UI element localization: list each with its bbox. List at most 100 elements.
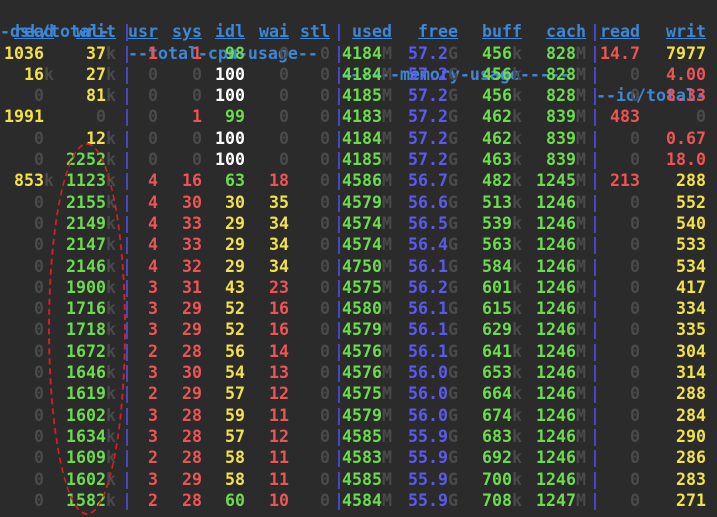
- value: 0: [630, 86, 640, 106]
- cell-used: 4184M: [342, 64, 392, 85]
- cell-usr: 4: [148, 213, 158, 234]
- value: 55.9: [408, 448, 448, 468]
- cell-used: 4583M: [342, 447, 392, 468]
- cell-writ: 1602k: [66, 469, 116, 490]
- unit-suffix: G: [448, 277, 458, 297]
- table-row: 0 2146k 4 32 29 34 0 4750M 56.1G 584k 1246M 0 534 | | |: [0, 256, 717, 277]
- value: 283: [676, 469, 706, 489]
- value: 2149: [66, 213, 106, 233]
- cell-sys: 29: [182, 383, 202, 404]
- value: 56.2: [408, 277, 448, 297]
- value: 1: [192, 43, 202, 63]
- unit-suffix: k: [512, 469, 522, 489]
- cell-io-read: 0: [630, 341, 640, 362]
- cell-writ: 1123k: [66, 170, 116, 191]
- cell-stl: 0: [320, 256, 330, 277]
- value: 0: [630, 256, 640, 276]
- cell-wai: 18: [269, 170, 289, 191]
- unit-suffix: k: [512, 256, 522, 276]
- cell-buff: 653k: [482, 362, 522, 383]
- value: 0: [34, 426, 44, 446]
- unit-suffix: M: [382, 405, 392, 425]
- unit-suffix: M: [382, 213, 392, 233]
- cell-stl: 0: [320, 469, 330, 490]
- unit-suffix: k: [106, 43, 116, 63]
- value: 1246: [536, 363, 576, 383]
- cell-free: 56.1G: [408, 319, 458, 340]
- value: 853: [14, 171, 44, 191]
- table-row: 0 1602k 3 29 58 11 0 4585M 55.9G 700k 1246M 0 283 | | |: [0, 469, 717, 490]
- unit-suffix: M: [576, 150, 586, 170]
- cell-read: 853k: [14, 170, 54, 191]
- value: 0: [34, 213, 44, 233]
- column-separator: |: [122, 213, 132, 233]
- cell-idl: 100: [215, 64, 245, 85]
- cell-read: 1036: [4, 43, 54, 64]
- value: 10: [269, 490, 289, 510]
- cell-read: 0: [34, 277, 54, 298]
- cell-io-writ: 552: [676, 192, 706, 213]
- table-row: 1991 0 0 1 99 0 0 4183M 57.2G 462k 839M 483 0 | | |: [0, 106, 717, 127]
- cell-usr: 0: [148, 128, 158, 149]
- unit-suffix: k: [44, 171, 54, 191]
- value: 0: [192, 150, 202, 170]
- cell-wai: 0: [279, 149, 289, 170]
- unit-suffix: G: [448, 320, 458, 340]
- value: 615: [482, 299, 512, 319]
- column-separator: |: [334, 320, 344, 340]
- cell-usr: 3: [148, 362, 158, 383]
- value: 1: [192, 107, 202, 127]
- value: 58: [225, 448, 245, 468]
- value: 0: [34, 448, 44, 468]
- value: 28: [182, 405, 202, 425]
- unit-suffix: M: [576, 299, 586, 319]
- cell-sys: 29: [182, 469, 202, 490]
- value: 0: [34, 490, 44, 510]
- column-header-used: used: [352, 22, 392, 42]
- unit-suffix: G: [448, 64, 458, 84]
- unit-suffix: G: [448, 256, 458, 276]
- value: 1246: [536, 192, 576, 212]
- column-separator: |: [334, 405, 344, 425]
- value: 0: [320, 405, 330, 425]
- unit-suffix: M: [382, 384, 392, 404]
- value: 34: [269, 213, 289, 233]
- value: 60: [225, 490, 245, 510]
- value: 37: [86, 43, 106, 63]
- cell-idl: 98: [225, 43, 245, 64]
- cell-idl: 59: [225, 405, 245, 426]
- cell-buff: 513k: [482, 192, 522, 213]
- cell-read: 16k: [24, 64, 54, 85]
- value: 0: [148, 86, 158, 106]
- cell-buff: 708k: [482, 490, 522, 511]
- unit-suffix: k: [512, 171, 522, 191]
- column-header-buff: buff: [482, 22, 522, 42]
- cell-usr: 2: [148, 490, 158, 511]
- table-row: 0 1582k 2 28 60 10 0 4584M 55.9G 708k 1247M 0 271 | | |: [0, 490, 717, 511]
- column-separator: |: [122, 107, 132, 127]
- unit-suffix: M: [576, 405, 586, 425]
- value: 839: [546, 107, 576, 127]
- unit-suffix: k: [512, 150, 522, 170]
- value: 0: [320, 448, 330, 468]
- cell-writ: 1634k: [66, 426, 116, 447]
- cell-buff: 601k: [482, 277, 522, 298]
- cell-free: 57.2G: [408, 85, 458, 106]
- value: 32: [182, 256, 202, 276]
- value: 4.00: [666, 64, 706, 84]
- cell-cach: 839M: [546, 106, 586, 127]
- column-separator: |: [334, 299, 344, 319]
- table-row: 0 1900k 3 31 43 23 0 4575M 56.2G 601k 1246M 0 417 | | |: [0, 277, 717, 298]
- cell-io-writ: 286: [676, 447, 706, 468]
- column-separator: |: [122, 235, 132, 255]
- value: 30: [225, 192, 245, 212]
- cell-sys: 30: [182, 192, 202, 213]
- cell-used: 4586M: [342, 170, 392, 191]
- value: 1900: [66, 277, 106, 297]
- value: 56.1: [408, 256, 448, 276]
- value: 664: [482, 384, 512, 404]
- value: 456: [482, 43, 512, 63]
- cell-wai: 14: [269, 341, 289, 362]
- cell-stl: 0: [320, 319, 330, 340]
- value: 0: [320, 235, 330, 255]
